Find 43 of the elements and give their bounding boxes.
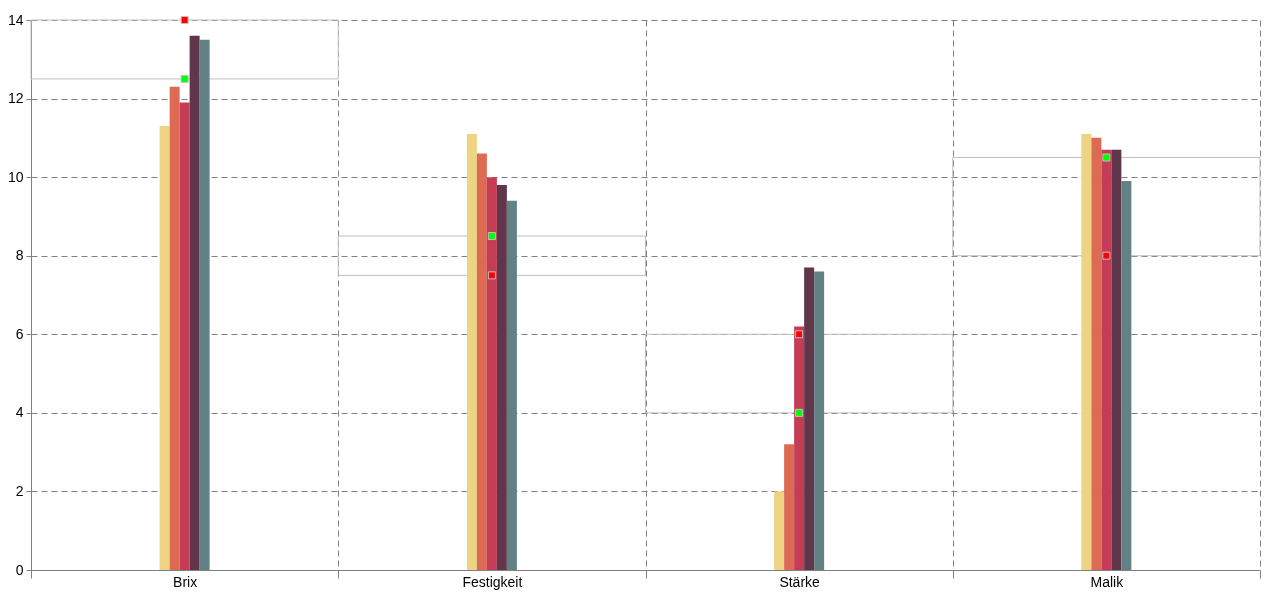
y-tick-label: 0 (15, 561, 24, 578)
y-tick-label: 6 (15, 325, 24, 342)
point (1102, 251, 1111, 260)
bar (179, 102, 190, 570)
bar (466, 133, 477, 570)
bar (1091, 137, 1102, 570)
bar (804, 267, 815, 570)
bar (1081, 133, 1092, 570)
x-tick-label: Brix (173, 573, 198, 590)
bar (814, 271, 825, 570)
bar (159, 126, 170, 570)
y-tick-label: 12 (7, 90, 24, 107)
bar (199, 39, 210, 570)
y-tick-label: 10 (7, 168, 24, 185)
bar (189, 35, 200, 570)
bar (486, 177, 497, 570)
bar (1121, 181, 1132, 570)
point (487, 271, 496, 280)
point (180, 16, 189, 24)
bar (506, 200, 517, 570)
y-tick-label: 2 (15, 482, 24, 499)
point (1102, 153, 1111, 162)
bar (645, 333, 954, 414)
x-tick-label: Festigkeit (462, 573, 523, 590)
bar (169, 86, 180, 570)
bar (952, 157, 1261, 257)
x-tick-label: Malik (1090, 573, 1125, 590)
point (795, 408, 804, 417)
bar (476, 153, 487, 570)
bar (496, 185, 507, 570)
y-tick-label: 4 (15, 404, 24, 421)
point (180, 74, 189, 83)
point (487, 232, 496, 241)
bar (794, 326, 805, 570)
bar (784, 444, 795, 570)
bar (1101, 149, 1112, 570)
y-tick-label: 8 (15, 247, 24, 264)
y-tick-label: 14 (7, 11, 24, 28)
point (795, 330, 804, 339)
x-tick-label: Stärke (779, 573, 821, 590)
bar (30, 19, 339, 80)
bar (1111, 149, 1122, 570)
bar (774, 491, 785, 570)
